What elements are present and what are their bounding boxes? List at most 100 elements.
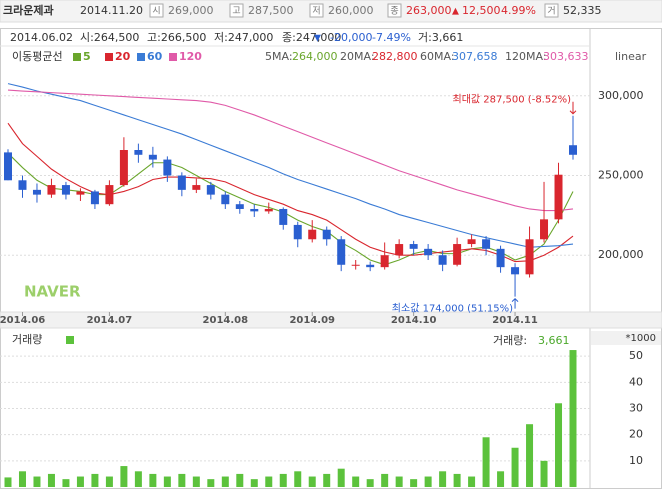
legend-label: 20 xyxy=(115,50,131,63)
info-change: -20,000 xyxy=(330,31,372,44)
volume-title: 거래량 xyxy=(12,333,42,346)
ma-line xyxy=(7,89,574,212)
candle-body xyxy=(264,208,273,212)
candle-body xyxy=(163,159,172,176)
volume-bar xyxy=(482,437,490,487)
candle-body xyxy=(525,239,534,275)
candle-body xyxy=(4,152,12,181)
candle-body xyxy=(134,150,143,155)
volume-bar xyxy=(279,473,287,487)
volume-bar xyxy=(62,479,70,487)
volume-bar xyxy=(120,466,128,487)
open-value: 269,000 xyxy=(168,4,214,17)
x-tick-label: 2014.07 xyxy=(87,315,133,326)
x-tick-label: 2014.11 xyxy=(492,315,538,326)
volume-bar xyxy=(424,476,432,487)
volume-bar xyxy=(250,479,258,487)
candle-body xyxy=(293,224,302,240)
volume-value: 52,335 xyxy=(563,4,602,17)
candle-body xyxy=(438,255,447,265)
icon xyxy=(229,3,244,18)
candle-body xyxy=(496,248,505,268)
volume-bar xyxy=(178,473,186,487)
ma-readout-label: 20MA: xyxy=(340,50,375,63)
info-change-sign: ▼ xyxy=(314,34,321,44)
candle-body xyxy=(47,185,56,195)
ma-readout-label: 120MA: xyxy=(505,50,547,63)
info-change-rate: -7.49% xyxy=(372,31,411,44)
y-tick-label: 200,000 xyxy=(598,248,644,261)
volume-readout-label: 거래량: xyxy=(493,334,527,347)
candle-body xyxy=(308,229,317,240)
candle-body xyxy=(235,204,244,209)
ma-line xyxy=(7,122,574,263)
change-rate: 4.99% xyxy=(501,4,536,17)
volume-bar xyxy=(337,468,345,487)
volume-bar xyxy=(18,471,26,487)
icon xyxy=(149,3,164,18)
legend-title: 이동평균선 xyxy=(12,50,63,63)
volume-bar xyxy=(91,473,99,487)
candle-body xyxy=(453,244,462,265)
volume-bar xyxy=(294,471,302,487)
annotation-arrow xyxy=(569,101,577,115)
candle-body xyxy=(540,219,549,240)
unit-band xyxy=(591,331,661,345)
candle-body xyxy=(554,174,563,220)
volume-bar xyxy=(439,471,447,487)
volume-bar xyxy=(76,476,84,487)
change-sign: ▲ xyxy=(452,7,459,17)
header-bar xyxy=(0,0,662,23)
volume-bar xyxy=(323,473,331,487)
y-tick-label: 20 xyxy=(629,428,643,441)
legend-label: 5 xyxy=(83,50,91,63)
candle-body xyxy=(424,248,433,256)
candle-body xyxy=(380,255,389,268)
candle-body xyxy=(18,180,27,190)
x-tick-label: 2014.09 xyxy=(289,315,335,326)
volume-bar xyxy=(308,476,316,487)
high-label: 고 xyxy=(232,7,240,17)
volume-bar xyxy=(47,473,55,487)
candle-body xyxy=(569,145,577,155)
volume-bar xyxy=(453,473,461,487)
y-tick-label: 40 xyxy=(629,375,643,388)
candle-body xyxy=(395,244,404,256)
volume-bar xyxy=(526,424,534,487)
legend-label: 120 xyxy=(179,50,202,63)
candle-body xyxy=(206,185,215,195)
candle-body xyxy=(90,191,99,205)
annotation-text: 최대값 287,500 (-8.52%) xyxy=(453,94,572,106)
legend-swatch xyxy=(66,336,74,344)
candle-body xyxy=(409,244,418,249)
volume-bar xyxy=(207,479,215,487)
candle-body xyxy=(366,264,375,268)
candle-body xyxy=(192,185,201,190)
ma-line xyxy=(7,152,574,266)
candle-body xyxy=(250,208,259,212)
info-open: 시:264,500 xyxy=(80,31,139,44)
legend-swatch xyxy=(137,53,145,61)
stock-name: 크라운제과 xyxy=(3,3,54,17)
volume-bar xyxy=(468,476,476,487)
volume-bar xyxy=(497,471,505,487)
info-volume: 거:3,661 xyxy=(418,31,463,44)
icon xyxy=(309,3,324,18)
legend-label: 60 xyxy=(147,50,163,63)
y-tick-label: 250,000 xyxy=(598,169,644,182)
volume-bar xyxy=(265,476,273,487)
volume-bar xyxy=(352,476,360,487)
candle-body xyxy=(279,208,288,225)
volume-bar xyxy=(569,350,577,487)
volume-bar xyxy=(236,473,244,487)
candle-body xyxy=(337,239,346,265)
volume-bar xyxy=(33,476,41,487)
ma-readout-label: 5MA: xyxy=(265,50,293,63)
legend-swatch xyxy=(105,53,113,61)
low-label: 저 xyxy=(312,6,320,17)
ma-readout-value: 282,800 xyxy=(372,50,418,63)
annotation-text: 최소값 174,000 (51.15%) xyxy=(392,303,513,315)
volume-readout-value: 3,661 xyxy=(538,334,570,347)
x-tick-label: 2014.10 xyxy=(391,315,437,326)
volume-bar xyxy=(105,476,113,487)
